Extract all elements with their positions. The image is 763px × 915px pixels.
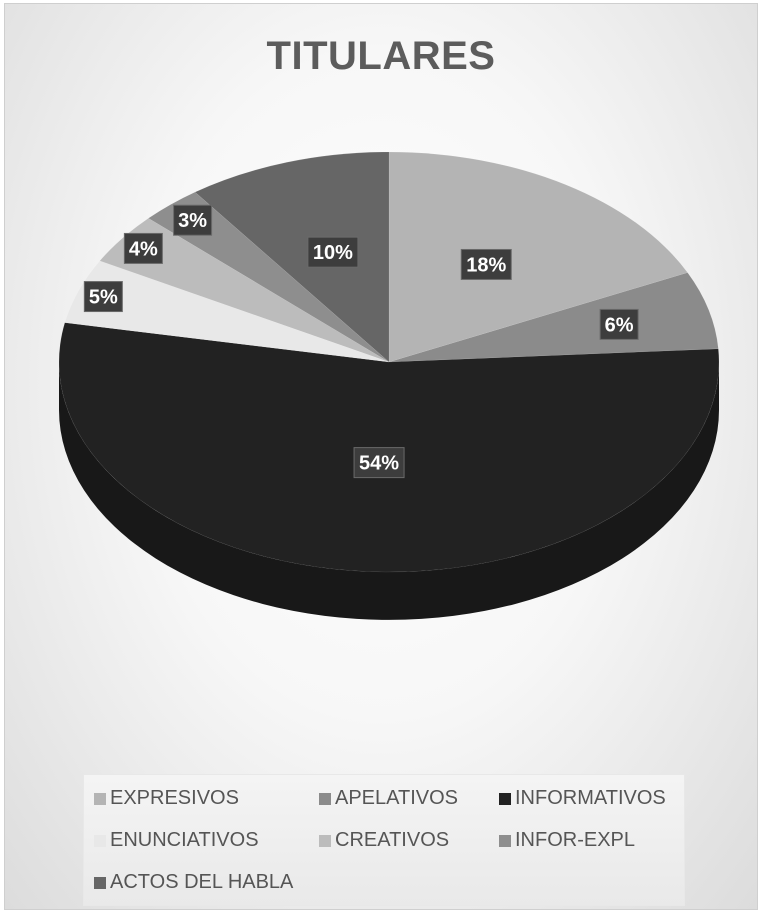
- chart-legend: EXPRESIVOS APELATIVOS INFORMATIVOS ENUNCIAT…: [83, 774, 685, 906]
- legend-label: EXPRESIVOS: [110, 787, 239, 809]
- data-label: 18%: [460, 248, 512, 280]
- data-label: 5%: [83, 281, 123, 313]
- data-label-text: 3%: [178, 210, 207, 232]
- data-label: 54%: [353, 447, 405, 479]
- legend-label: INFORMATIVOS: [515, 787, 666, 809]
- data-label-box: [353, 447, 405, 479]
- legend-item: APELATIVOS: [319, 787, 458, 810]
- data-label-box: [307, 236, 359, 268]
- data-label-text: 4%: [129, 238, 158, 260]
- legend-item: CREATIVOS: [319, 829, 449, 852]
- pie-slice-expresivos: [388, 151, 689, 363]
- data-label: 6%: [599, 308, 639, 340]
- data-label-text: 5%: [89, 287, 118, 309]
- legend-label: APELATIVOS: [335, 787, 459, 809]
- data-label-text: 54%: [359, 453, 399, 475]
- data-label: 3%: [173, 204, 213, 236]
- legend-item: INFORMATIVOS: [499, 787, 666, 810]
- data-label-text: 18%: [466, 254, 506, 276]
- legend-swatch: [94, 792, 106, 805]
- legend-item: EXPRESIVOS: [94, 787, 239, 810]
- legend-swatch: [94, 876, 106, 889]
- legend-label: ACTOS DEL HABLA: [110, 871, 294, 893]
- pie-slice-enunciativos: [64, 260, 390, 363]
- legend-swatch: [319, 834, 331, 847]
- chart-area: TITULARES 18% 6% 54% 5% 4% 3% 10% EXPRESIVOS AP…: [4, 3, 758, 910]
- pie-chart: 18% 6% 54% 5% 4% 3% 10%: [58, 151, 720, 620]
- legend-item: ENUNCIATIVOS: [94, 829, 259, 852]
- legend-label: INFOR-EXPL: [515, 829, 636, 851]
- data-label: 10%: [307, 236, 359, 268]
- data-label-text: 10%: [313, 242, 353, 264]
- legend-swatch: [499, 834, 511, 847]
- legend-label: ENUNCIATIVOS: [110, 829, 259, 851]
- pie-slice-creativos: [99, 217, 390, 363]
- data-label-box: [599, 308, 639, 340]
- data-label-box: [83, 281, 123, 313]
- legend-swatch: [499, 792, 511, 805]
- data-label-text: 6%: [605, 314, 634, 336]
- legend-swatch: [319, 792, 331, 805]
- data-label: 4%: [123, 232, 163, 264]
- legend-swatch: [94, 834, 106, 847]
- data-label-box: [123, 232, 163, 264]
- data-label-box: [460, 248, 512, 280]
- pie-side-walls: [59, 362, 719, 620]
- legend-item: ACTOS DEL HABLA: [94, 871, 293, 894]
- pie-slice-side: [59, 362, 719, 620]
- legend-label: CREATIVOS: [335, 829, 450, 851]
- legend-item: INFOR-EXPL: [499, 829, 635, 852]
- pie-slice-actos-del-habla: [194, 151, 390, 363]
- data-label-box: [173, 204, 213, 236]
- chart-title: TITULARES: [266, 34, 496, 78]
